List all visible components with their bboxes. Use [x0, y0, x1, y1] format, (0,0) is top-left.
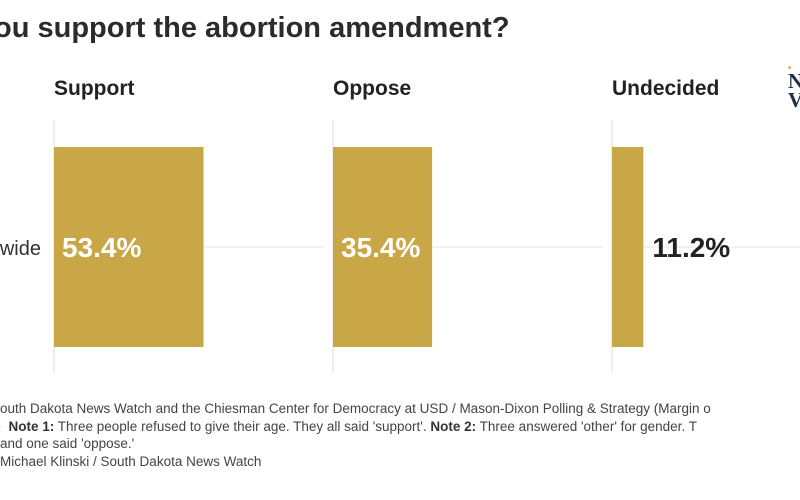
row-label: wide — [0, 238, 41, 260]
bar-0 — [54, 147, 204, 347]
panel-header-0: Support — [54, 77, 134, 100]
note2-label: Note 2: — [430, 418, 477, 434]
panel-header-1: Oppose — [333, 77, 411, 100]
value-label-1: 35.4% — [341, 232, 420, 263]
value-label-2: 11.2% — [652, 232, 730, 263]
credit-text: Michael Klinski / South Dakota News Watc… — [0, 453, 262, 469]
chart-title: ou support the abortion amendment? — [0, 12, 510, 44]
panel-header-2: Undecided — [612, 77, 719, 100]
value-label-0: 53.4% — [62, 232, 141, 263]
credit-line: Michael Klinski / South Dakota News Watc… — [0, 453, 800, 471]
note1-text: Three people refused to give their age. … — [54, 418, 431, 434]
note2-text: Three answered 'other' for gender. T — [476, 418, 697, 434]
note-bullet: • — [0, 419, 4, 434]
notes-continued-text: and one said 'oppose.' — [0, 436, 135, 451]
source-text: outh Dakota News Watch and the Chiesman … — [0, 401, 711, 416]
footer: outh Dakota News Watch and the Chiesman … — [0, 400, 800, 470]
bar-chart: wide Support 53.4% Oppose 35.4% Undecided 11.2… — [0, 77, 800, 372]
bar-2 — [612, 147, 644, 347]
note1-label: Note 1: — [8, 418, 55, 434]
notes-continued-line: and one said 'oppose.' — [0, 435, 800, 453]
source-line: outh Dakota News Watch and the Chiesman … — [0, 400, 800, 418]
notes-line: • Note 1: Three people refused to give t… — [0, 418, 800, 436]
bar-1 — [333, 147, 433, 347]
